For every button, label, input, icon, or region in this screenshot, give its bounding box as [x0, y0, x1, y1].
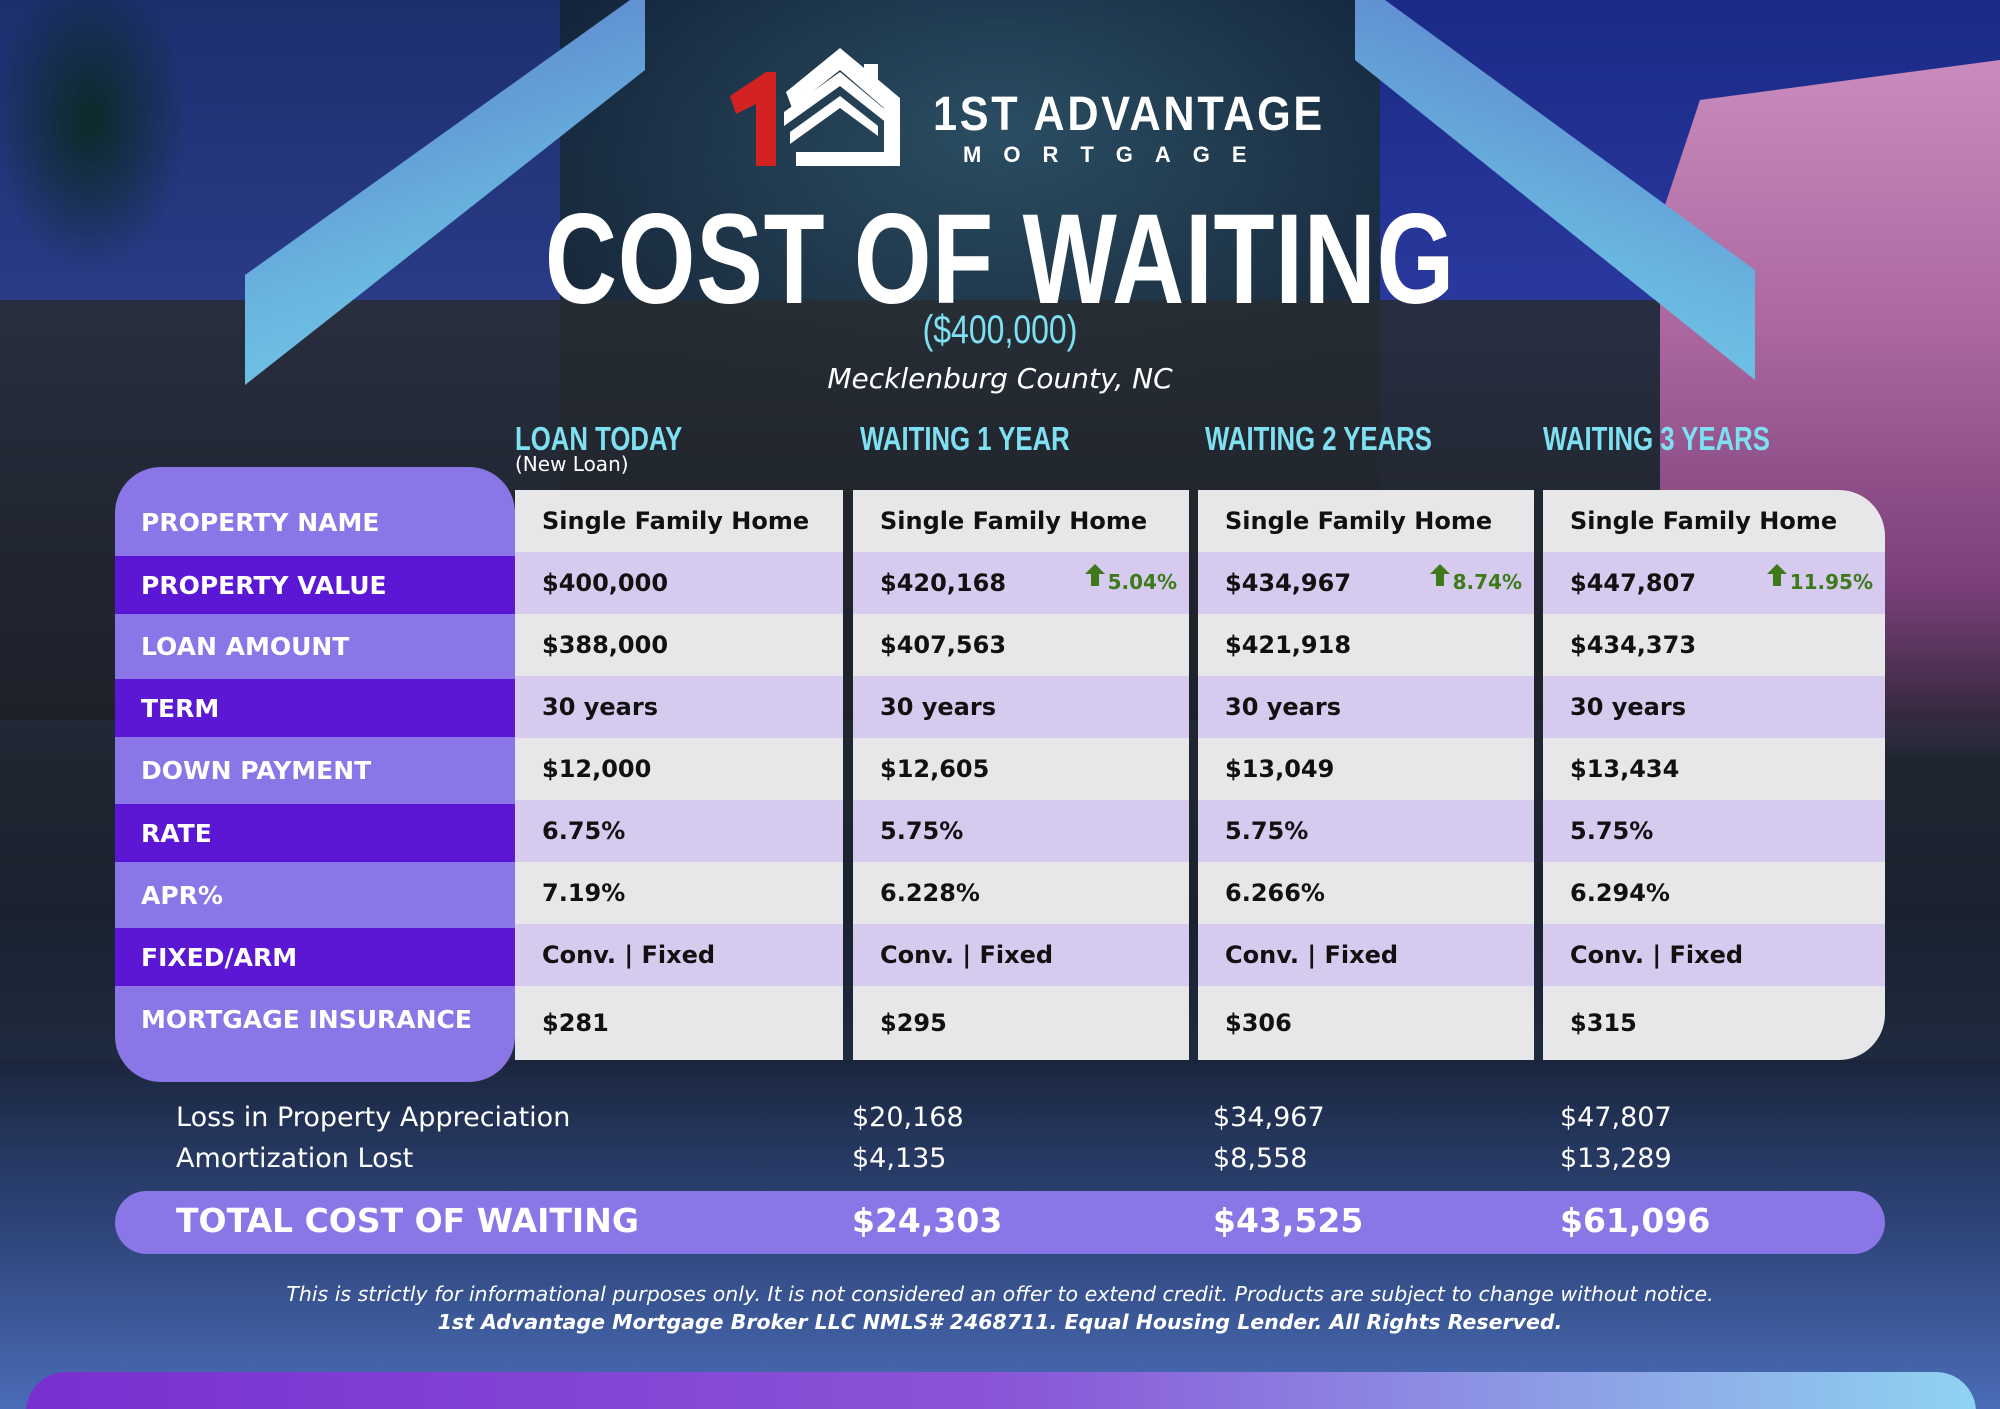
cell-down-payment: $12,605	[853, 738, 1189, 800]
disclaimer-legal-text: 1st Advantage Mortgage Broker LLC NMLS# …	[437, 1310, 1563, 1334]
cell-rate: 5.75%	[853, 800, 1189, 862]
cell-loan-amount: $407,563	[853, 614, 1189, 676]
cell-property-name: Single Family Home	[1198, 490, 1534, 552]
cell-value-text: $447,807	[1570, 569, 1697, 597]
cell-down-payment: $13,434	[1543, 738, 1885, 800]
row-label-apr: APR%	[141, 880, 223, 910]
row-label-rate: RATE	[115, 804, 515, 862]
cell-apr: 6.266%	[1198, 862, 1534, 924]
cell-fixed-arm: Conv. | Fixed	[1543, 924, 1885, 986]
column-header-loan-today: LOAN TODAY	[515, 420, 683, 457]
column-header-waiting-1-year: WAITING 1 YEAR	[860, 420, 1070, 457]
cell-term: 30 years	[1543, 676, 1885, 738]
cell-apr: 6.294%	[1543, 862, 1885, 924]
row-label-mortgage-insurance: MORTGAGE INSURANCE	[141, 1004, 472, 1034]
cell-loan-amount: $434,373	[1543, 614, 1885, 676]
cell-value-text: $420,168	[880, 569, 1007, 597]
cell-loan-amount: $388,000	[515, 614, 843, 676]
appreciation-change: 5.04%	[1084, 562, 1177, 594]
cell-property-value: $420,168 5.04%	[853, 552, 1189, 614]
total-cost-bar	[115, 1191, 1885, 1254]
row-label-fixed-arm: FIXED/ARM	[115, 928, 515, 986]
page-subtitle: ($400,000)	[922, 308, 1078, 352]
data-column-waiting-1-year: Single Family Home $420,168 5.04% $407,5…	[853, 490, 1189, 1060]
summary-amortization-1-year: $4,135	[852, 1143, 947, 1174]
row-label-loan-amount: LOAN AMOUNT	[141, 631, 350, 661]
cell-down-payment: $13,049	[1198, 738, 1534, 800]
change-percent: 11.95%	[1789, 570, 1873, 594]
brand-subtitle: MORTGAGE	[963, 142, 1269, 167]
house-logo-icon	[730, 48, 900, 166]
cell-apr: 6.228%	[853, 862, 1189, 924]
cell-fixed-arm: Conv. | Fixed	[515, 924, 843, 986]
summary-appreciation-2-years: $34,967	[1213, 1102, 1325, 1133]
cell-property-name: Single Family Home	[1543, 490, 1885, 552]
total-cost-2-years: $43,525	[1213, 1201, 1364, 1240]
summary-label-amortization: Amortization Lost	[176, 1143, 414, 1174]
summary-appreciation-3-years: $47,807	[1560, 1102, 1672, 1133]
cell-property-name: Single Family Home	[515, 490, 843, 552]
cell-value-text: $434,967	[1225, 569, 1352, 597]
row-label-down-payment: DOWN PAYMENT	[141, 755, 372, 785]
cell-mortgage-insurance: $315	[1543, 986, 1885, 1060]
row-label-property-value: PROPERTY VALUE	[115, 556, 515, 614]
cell-mortgage-insurance: $295	[853, 986, 1189, 1060]
cell-property-value: $447,807 11.95%	[1543, 552, 1885, 614]
cell-loan-amount: $421,918	[1198, 614, 1534, 676]
cell-rate: 5.75%	[1198, 800, 1534, 862]
total-cost-label: TOTAL COST OF WAITING	[176, 1201, 639, 1240]
cell-value-text: $400,000	[542, 569, 669, 597]
data-column-waiting-3-years: Single Family Home $447,807 11.95% $434,…	[1543, 490, 1885, 1060]
column-header-waiting-2-years: WAITING 2 YEARS	[1205, 420, 1432, 457]
summary-label-appreciation: Loss in Property Appreciation	[176, 1102, 571, 1133]
page-title: COST OF WAITING	[544, 188, 1456, 331]
row-label-term: TERM	[115, 679, 515, 737]
summary-amortization-2-years: $8,558	[1213, 1143, 1308, 1174]
cell-rate: 6.75%	[515, 800, 843, 862]
cell-property-value: $434,967 8.74%	[1198, 552, 1534, 614]
column-subheader-new-loan: (New Loan)	[515, 452, 629, 476]
cell-mortgage-insurance: $306	[1198, 986, 1534, 1060]
brand-name: 1ST ADVANTAGE	[933, 88, 1325, 141]
brand-logo: 1ST ADVANTAGE MORTGAGE	[728, 42, 1322, 172]
summary-amortization-3-years: $13,289	[1560, 1143, 1672, 1174]
cell-fixed-arm: Conv. | Fixed	[853, 924, 1189, 986]
cell-down-payment: $12,000	[515, 738, 843, 800]
column-header-waiting-3-years: WAITING 3 YEARS	[1543, 420, 1770, 457]
cell-term: 30 years	[853, 676, 1189, 738]
data-column-waiting-2-years: Single Family Home $434,967 8.74% $421,9…	[1198, 490, 1534, 1060]
total-cost-3-years: $61,096	[1560, 1201, 1711, 1240]
data-column-loan-today: Single Family Home $400,000 $388,000 30 …	[515, 490, 843, 1060]
change-percent: 5.04%	[1107, 570, 1177, 594]
cell-property-value: $400,000	[515, 552, 843, 614]
cell-rate: 5.75%	[1543, 800, 1885, 862]
cell-fixed-arm: Conv. | Fixed	[1198, 924, 1534, 986]
appreciation-change: 8.74%	[1429, 562, 1522, 594]
cell-term: 30 years	[515, 676, 843, 738]
cell-term: 30 years	[1198, 676, 1534, 738]
cell-mortgage-insurance: $281	[515, 986, 843, 1060]
disclaimer-text: This is strictly for informational purpo…	[286, 1282, 1714, 1306]
cell-apr: 7.19%	[515, 862, 843, 924]
footer-gradient-bar	[26, 1372, 1976, 1409]
arrow-up-icon	[1084, 564, 1105, 586]
arrow-up-icon	[1429, 564, 1450, 586]
row-label-property-name: PROPERTY NAME	[141, 507, 380, 537]
total-cost-1-year: $24,303	[852, 1201, 1003, 1240]
arrow-up-icon	[1766, 564, 1787, 586]
summary-appreciation-1-year: $20,168	[852, 1102, 964, 1133]
location-text: Mecklenburg County, NC	[827, 362, 1173, 395]
appreciation-change: 11.95%	[1766, 562, 1873, 594]
cell-property-name: Single Family Home	[853, 490, 1189, 552]
change-percent: 8.74%	[1452, 570, 1522, 594]
